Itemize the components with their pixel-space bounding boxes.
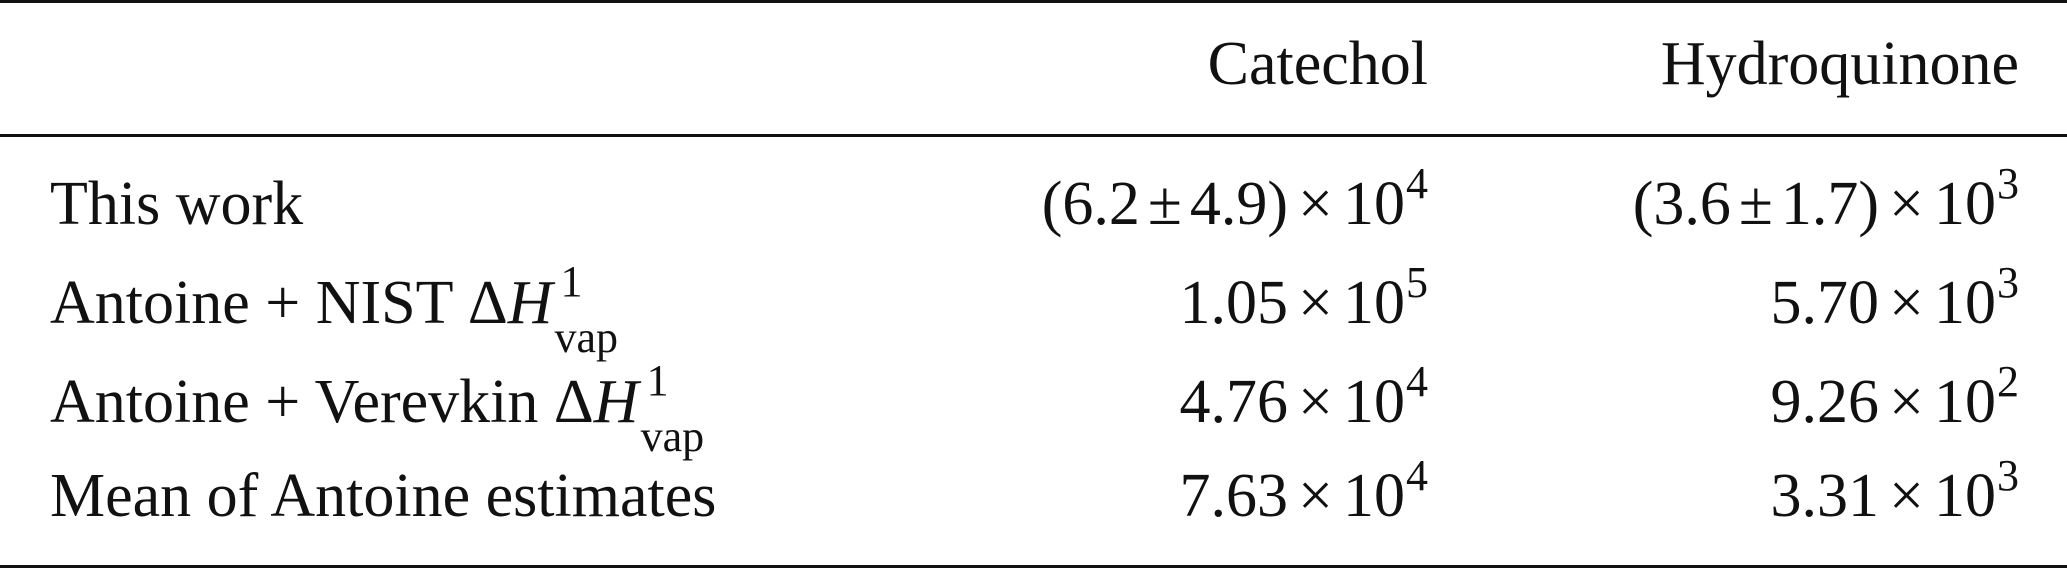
- value-mean-hydroquinone: 3.31 × 103: [1770, 454, 2019, 530]
- header-rule: [0, 134, 2067, 137]
- value-antoine-verevkin-catechol: 4.76 × 104: [1179, 360, 1428, 436]
- times-sign: ×: [1298, 462, 1333, 530]
- value-antoine-nist-hydroquinone: 5.70 × 103: [1770, 261, 2019, 337]
- h-symbol: H: [507, 269, 553, 337]
- times-sign: ×: [1298, 170, 1333, 238]
- exponent-base: 10: [1343, 269, 1405, 337]
- label-text: Antoine + NIST: [50, 269, 453, 337]
- mantissa: 3.31: [1770, 462, 1880, 530]
- exponent: 3: [1997, 258, 2019, 307]
- delta-symbol: Δ: [553, 368, 594, 436]
- h-symbol: H: [593, 368, 639, 436]
- exponent-base: 10: [1934, 269, 1996, 337]
- exponent: 4: [1406, 159, 1428, 208]
- exponent-base: 10: [1934, 170, 1996, 238]
- mantissa: 1.05: [1179, 269, 1289, 337]
- times-sign: ×: [1889, 462, 1924, 530]
- superscript: 1: [560, 257, 583, 306]
- exponent-base: 10: [1934, 368, 1996, 436]
- row-label-mean: Mean of Antoine estimates: [50, 462, 717, 530]
- sub-sup-stack: 1 vap: [553, 260, 631, 360]
- mantissa: 5.70: [1770, 269, 1880, 337]
- enthalpy-symbol: ΔH 1 vap: [553, 359, 717, 459]
- mantissa: 9.26: [1770, 368, 1880, 436]
- bottom-rule: [0, 565, 2067, 568]
- subscript: vap: [554, 313, 619, 362]
- plus-minus: ±: [1738, 170, 1773, 238]
- value-part: 4.9): [1189, 170, 1289, 238]
- value-part: (3.6: [1632, 170, 1731, 238]
- exponent: 4: [1406, 451, 1428, 500]
- sub-sup-stack: 1 vap: [639, 359, 717, 459]
- enthalpy-symbol: ΔH 1 vap: [467, 260, 631, 360]
- header-catechol: Catechol: [1207, 30, 1428, 98]
- delta-symbol: Δ: [467, 269, 508, 337]
- exponent: 3: [1997, 159, 2019, 208]
- exponent-base: 10: [1343, 462, 1405, 530]
- value-this-work-hydroquinone: (3.6 ±1.7) × 103: [1632, 162, 2019, 238]
- value-antoine-verevkin-hydroquinone: 9.26 × 102: [1770, 360, 2019, 436]
- exponent: 2: [1997, 357, 2019, 406]
- superscript: 1: [646, 356, 669, 405]
- times-sign: ×: [1889, 269, 1924, 337]
- exponent: 5: [1406, 258, 1428, 307]
- row-label-antoine-nist: Antoine + NIST ΔH 1 vap: [50, 260, 631, 360]
- exponent: 3: [1997, 451, 2019, 500]
- exponent-base: 10: [1934, 462, 1996, 530]
- mantissa: 7.63: [1179, 462, 1289, 530]
- mantissa: 4.76: [1179, 368, 1289, 436]
- times-sign: ×: [1298, 269, 1333, 337]
- value-this-work-catechol: (6.2 ±4.9) × 104: [1041, 162, 1428, 238]
- times-sign: ×: [1889, 170, 1924, 238]
- value-mean-catechol: 7.63 × 104: [1179, 454, 1428, 530]
- times-sign: ×: [1298, 368, 1333, 436]
- plus-minus: ±: [1147, 170, 1182, 238]
- value-part: (6.2: [1041, 170, 1140, 238]
- value-antoine-nist-catechol: 1.05 × 105: [1179, 261, 1428, 337]
- label-text: Antoine + Verevkin: [50, 368, 539, 436]
- exponent: 4: [1406, 357, 1428, 406]
- exponent-base: 10: [1343, 170, 1405, 238]
- exponent-base: 10: [1343, 368, 1405, 436]
- header-hydroquinone: Hydroquinone: [1660, 30, 2019, 98]
- subscript: vap: [640, 412, 705, 461]
- row-label-antoine-verevkin: Antoine + Verevkin ΔH 1 vap: [50, 359, 717, 459]
- row-label-this-work: This work: [50, 170, 304, 238]
- top-rule: [0, 0, 2067, 3]
- times-sign: ×: [1889, 368, 1924, 436]
- value-part: 1.7): [1780, 170, 1880, 238]
